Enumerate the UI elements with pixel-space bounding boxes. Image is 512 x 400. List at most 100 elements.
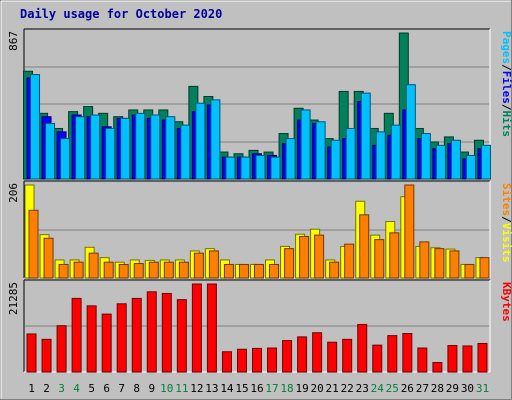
pages-bar: [375, 131, 386, 180]
x-tick-label: 13: [205, 382, 218, 395]
pages-bar: [315, 121, 326, 180]
y-max-label: 867: [7, 31, 20, 51]
pages-bar: [435, 144, 446, 180]
sites-bar: [28, 209, 39, 279]
kbytes-bar: [252, 347, 262, 373]
panel-kbytes: 21285 KBytes: [7, 279, 512, 373]
sites-bar: [314, 234, 325, 279]
x-tick-label: 23: [356, 382, 369, 395]
x-tick-label: 4: [73, 382, 80, 395]
pages-bar: [330, 139, 341, 180]
pages-bar: [420, 133, 431, 180]
x-tick-label: 15: [235, 382, 248, 395]
sites-bar: [419, 241, 430, 279]
sites-bar: [148, 261, 159, 279]
x-tick-label: 21: [326, 382, 339, 395]
chart-title: Daily usage for October 2020: [20, 7, 222, 21]
sites-bar: [163, 261, 174, 279]
pages-bar: [210, 99, 221, 180]
x-tick-label: 12: [190, 382, 203, 395]
pages-bar: [390, 124, 401, 180]
kbytes-bar: [372, 344, 383, 373]
sites-bar: [58, 263, 69, 279]
pages-bar: [405, 84, 416, 180]
sites-bar: [103, 261, 114, 279]
kbytes-bar: [146, 291, 157, 373]
x-tick-label: 30: [461, 382, 474, 395]
kbytes-bar: [327, 341, 338, 373]
sites-bar: [329, 261, 340, 279]
y-max-label: 206: [7, 183, 20, 203]
x-tick-label: 27: [416, 382, 429, 395]
y-max-label: 21285: [7, 282, 20, 315]
legend-entry-sites: Sites: [500, 183, 512, 216]
kbytes-bar: [206, 283, 217, 373]
sites-bar: [479, 257, 490, 279]
x-tick-label: 29: [446, 382, 459, 395]
legend-entry-pages: Pages: [500, 31, 512, 64]
sites-bar: [284, 248, 295, 279]
sites-bar: [344, 243, 355, 279]
pages-bar: [105, 127, 116, 180]
x-tick-label: 19: [295, 382, 308, 395]
kbytes-bar: [417, 347, 428, 373]
kbytes-bar: [387, 335, 398, 373]
pages-bar: [270, 156, 281, 180]
kbytes-bar: [131, 297, 142, 373]
legend-entry-: /: [500, 104, 512, 111]
panel-visits-sites: 206 Sites/Visits: [7, 180, 512, 279]
x-tick-label: 24: [371, 382, 385, 395]
pages-bar: [360, 92, 371, 180]
pages-bar: [465, 154, 476, 180]
pages-bar: [225, 156, 236, 180]
kbytes-bar: [477, 342, 488, 373]
x-tick-label: 31: [476, 382, 489, 395]
sites-bar: [178, 261, 189, 279]
x-tick-label: 6: [103, 382, 110, 395]
x-tick-label: 1: [28, 382, 35, 395]
kbytes-bar: [312, 332, 323, 373]
sites-bar: [118, 263, 129, 279]
pages-bar: [135, 112, 146, 180]
pages-bar: [75, 116, 86, 180]
x-axis-day-ticks: 1 2 3 4 5 6 7 8 9 10 11 12 13 14 15 16 17 18 19 20 21 22 23 24 2…: [28, 382, 489, 395]
kbytes-bar: [357, 323, 368, 373]
sites-bar: [434, 248, 445, 279]
x-tick-label: 18: [280, 382, 293, 395]
kbytes-bar: [462, 345, 473, 373]
sites-bar: [238, 263, 249, 279]
kbytes-bar: [447, 345, 458, 373]
pages-bar: [255, 154, 266, 180]
sites-bar: [254, 263, 264, 279]
pages-bar: [60, 138, 71, 180]
pages-bar: [150, 114, 161, 180]
pages-bar: [345, 127, 356, 180]
pages-bar: [300, 109, 311, 180]
kbytes-bar: [282, 340, 293, 373]
sites-bar: [404, 184, 415, 279]
sites-bar: [133, 263, 144, 279]
kbytes-bar: [267, 347, 278, 373]
sites-bar: [223, 263, 234, 279]
sites-bar: [88, 252, 99, 279]
kbytes-bar: [176, 299, 187, 373]
x-tick-label: 20: [311, 382, 324, 395]
legend-entry-hits: Hits: [500, 111, 512, 138]
legend-entry-visits: Visits: [500, 223, 512, 263]
sites-bar: [359, 214, 370, 279]
legend-entry-files: Files: [500, 71, 512, 104]
kbytes-bar: [26, 333, 37, 373]
sites-bar: [193, 252, 204, 279]
x-tick-label: 2: [43, 382, 50, 395]
sites-bar: [374, 239, 385, 279]
kbytes-bar: [342, 338, 353, 373]
legend-label: Pages/Files/Hits: [500, 31, 512, 137]
x-tick-label: 8: [133, 382, 140, 395]
sites-bar: [208, 250, 219, 279]
panel-hits-files-pages: 867 Pages/Files/Hits: [7, 28, 512, 180]
x-tick-label: 11: [175, 382, 188, 395]
sites-bar: [464, 263, 475, 279]
pages-bar: [180, 124, 191, 180]
kbytes-bar: [161, 292, 172, 373]
sites-bar: [299, 235, 310, 279]
